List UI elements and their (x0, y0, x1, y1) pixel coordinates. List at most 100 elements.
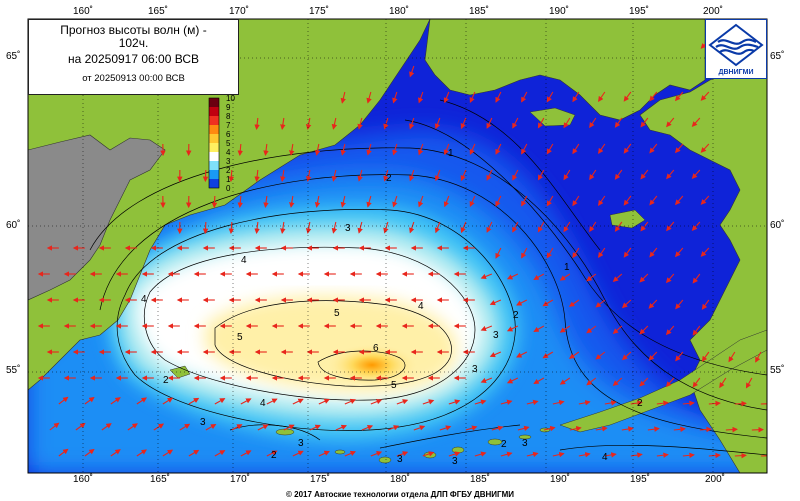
land-chukotka (424, 19, 706, 121)
wave-arrow (418, 195, 424, 208)
wave-arrow (595, 426, 608, 432)
wave-arrow (344, 398, 357, 405)
contour-label: 5 (334, 308, 340, 319)
wave-arrow (434, 221, 441, 234)
wave-arrow (335, 424, 347, 431)
wave-arrow (280, 221, 286, 234)
wave-arrow (533, 377, 545, 384)
wave-arrow (211, 195, 218, 209)
wave-arrow (612, 325, 623, 334)
contour-label: 4 (418, 301, 424, 312)
lon-label-bottom: 195˚ (629, 474, 651, 485)
contour-label: 2 (637, 398, 643, 409)
wave-arrow (639, 325, 649, 335)
wave-arrow (674, 143, 684, 154)
wave-arrow (586, 325, 597, 334)
wave-arrow (489, 351, 502, 358)
wave-arrow (537, 169, 545, 181)
wave-arrow (292, 450, 304, 457)
lon-label-bottom: 185˚ (469, 474, 491, 485)
wave-arrow (691, 169, 701, 179)
wave-arrow (434, 117, 441, 130)
wave-arrow (700, 91, 710, 101)
lon-label-top: 170˚ (228, 6, 250, 17)
wave-arrow (533, 325, 545, 332)
wave-arrow (101, 423, 112, 431)
wave-arrow (586, 377, 597, 386)
wave-arrow (656, 400, 669, 406)
lon-label-bottom: 160˚ (72, 474, 94, 485)
wave-arrow (589, 117, 597, 129)
wave-arrow (366, 91, 372, 104)
wave-arrow (559, 325, 571, 333)
map-title-box: Прогноз высоты волн (м) -102ч. на 202509… (28, 19, 239, 95)
wave-arrow (614, 169, 623, 180)
wave-arrow (396, 451, 409, 457)
lon-label-top: 180˚ (388, 6, 410, 17)
wave-arrow (682, 452, 695, 459)
wave-arrow (58, 448, 69, 457)
wave-arrow (630, 400, 643, 406)
wave-arrow (340, 91, 346, 104)
contour-label: 2 (386, 173, 392, 184)
wave-arrow (675, 351, 684, 362)
wave-arrow (136, 449, 147, 457)
wave-arrow (630, 452, 643, 458)
wave-arrow (521, 195, 528, 207)
wave-arrow (563, 169, 571, 181)
wave-arrow (521, 91, 528, 103)
wave-arrow (552, 451, 565, 458)
wave-arrow (572, 143, 580, 155)
wave-arrow (254, 117, 260, 131)
logo-emblem-icon (708, 23, 764, 67)
wave-arrow (331, 169, 338, 182)
lon-label-top: 195˚ (628, 6, 650, 17)
colorbar-label: 7 (226, 121, 231, 130)
lat-label-right: 55˚ (770, 365, 785, 376)
contour-label: 3 (345, 223, 351, 234)
wave-arrow (546, 91, 554, 103)
wave-arrow (598, 247, 606, 258)
wave-arrow (598, 143, 606, 154)
wave-arrow (469, 91, 476, 104)
wave-arrow (692, 325, 701, 336)
wave-arrow (361, 424, 374, 431)
wave-arrow (153, 423, 165, 431)
lat-label-left: 55˚ (6, 365, 21, 376)
wave-arrow (314, 143, 321, 156)
wave-arrow (666, 221, 675, 232)
wave-arrow (512, 169, 519, 181)
contour-label: 3 (472, 364, 478, 375)
wave-arrow (543, 425, 556, 432)
wave-arrow (500, 399, 513, 405)
map-border (27, 18, 768, 474)
forecast-base-time: от 20250913 00:00 ВСВ (82, 73, 185, 84)
logo-text: ДВНИГМИ (718, 69, 754, 76)
wave-arrow (542, 299, 554, 307)
wave-arrow (460, 169, 467, 182)
wave-arrow (439, 425, 452, 431)
wave-arrow (392, 143, 398, 156)
land-siberia-grey (28, 134, 166, 301)
wave-arrow (621, 426, 634, 432)
wave-arrow (516, 299, 528, 306)
contour-label: 4 (241, 255, 247, 266)
lat-label-left: 60˚ (6, 220, 21, 231)
wave-arrow (512, 221, 519, 233)
wave-arrow (443, 91, 450, 104)
wave-arrow (526, 399, 539, 406)
wave-arrow (708, 400, 721, 407)
wave-arrow (231, 424, 243, 431)
wave-arrow (500, 451, 513, 457)
wave-arrow (598, 195, 606, 206)
wave-arrow (563, 117, 571, 129)
wave-arrow (700, 247, 710, 257)
colorbar-label: 1 (226, 175, 231, 184)
wave-arrow (612, 273, 623, 282)
wave-arrow (647, 426, 660, 432)
wave-direction-arrows (37, 39, 767, 459)
wave-arrow (396, 399, 409, 405)
wave-arrow (701, 351, 710, 362)
lon-label-bottom: 200˚ (704, 474, 726, 485)
wave-arrow (228, 169, 235, 183)
